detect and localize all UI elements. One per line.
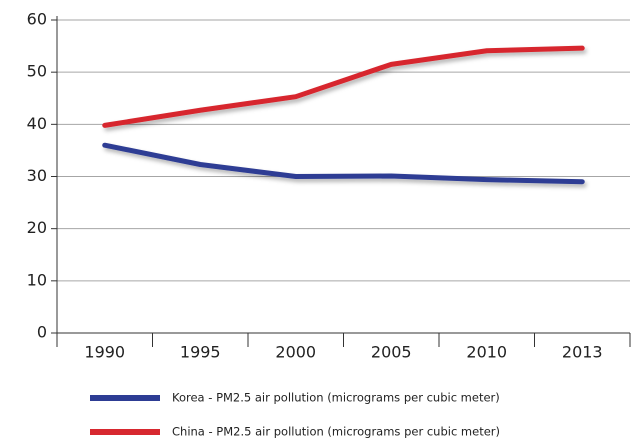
series-line — [102, 142, 585, 185]
legend-label: Korea - PM2.5 air pollution (micrograms … — [172, 391, 500, 405]
x-tick-label: 1990 — [84, 343, 125, 362]
legend-swatch — [90, 429, 160, 435]
y-tick-label: 10 — [27, 270, 47, 289]
x-tick-label: 2010 — [466, 343, 507, 362]
x-tick-label: 2013 — [562, 343, 603, 362]
y-tick-label: 40 — [27, 114, 47, 133]
y-tick-label: 50 — [27, 62, 47, 81]
y-tick-label: 60 — [27, 10, 47, 29]
x-tick-label: 2005 — [371, 343, 412, 362]
x-tick-label: 2000 — [275, 343, 316, 362]
legend-label: China - PM2.5 air pollution (micrograms … — [172, 425, 500, 439]
y-tick-label: 30 — [27, 166, 47, 185]
legend-swatch — [90, 395, 160, 401]
series-line — [102, 45, 585, 128]
y-tick-label: 20 — [27, 218, 47, 237]
x-tick-label: 1995 — [180, 343, 221, 362]
y-tick-label: 0 — [37, 323, 47, 342]
